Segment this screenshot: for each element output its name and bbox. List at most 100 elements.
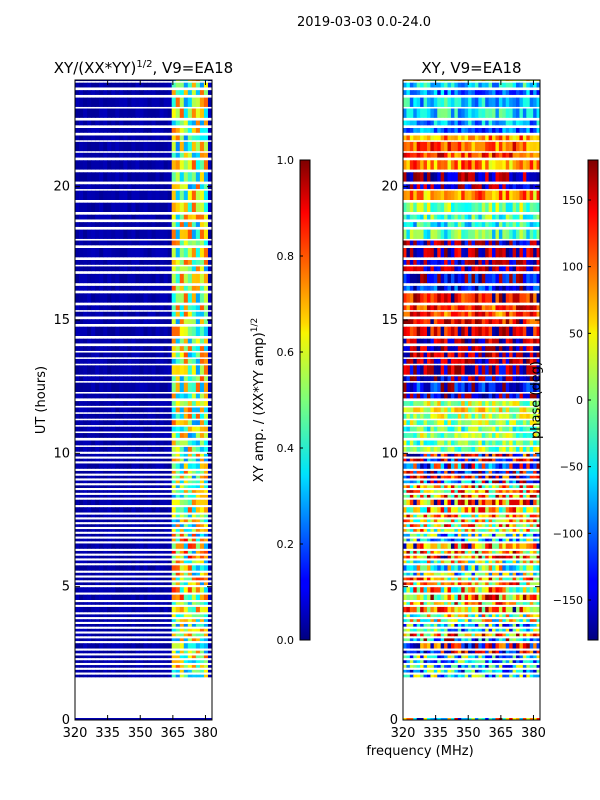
heatmap-cell [111, 382, 116, 392]
heatmap-cell [91, 293, 96, 303]
heatmap-cell [195, 660, 201, 663]
heatmap-cell [461, 624, 466, 627]
heatmap-cell [163, 638, 169, 642]
heatmap-cell [492, 606, 496, 613]
heatmap-cell [457, 519, 462, 523]
heatmap-cell [437, 633, 442, 637]
heatmap-cell [99, 120, 104, 126]
heatmap-cell [468, 529, 472, 532]
heatmap-cell [139, 453, 144, 457]
heatmap-cell [406, 587, 411, 593]
heatmap-cell [461, 519, 466, 523]
heatmap-cell [447, 643, 452, 649]
heatmap-cell [115, 565, 120, 571]
heatmap-cell [464, 628, 469, 632]
heatmap-cell [151, 108, 157, 118]
heatmap-cell [135, 602, 140, 605]
heatmap-cell [107, 543, 112, 549]
heatmap-cell [450, 514, 455, 518]
heatmap-cell [492, 507, 496, 513]
heatmap-cell [155, 538, 161, 542]
heatmap-cell [119, 311, 124, 317]
heatmap-cell [127, 490, 132, 493]
heatmap-cell [131, 420, 136, 426]
heatmap-cell [440, 470, 445, 474]
heatmap-cell [413, 543, 418, 549]
heatmap-cell [99, 260, 104, 265]
heatmap-cell [107, 266, 112, 272]
heatmap-cell [123, 214, 128, 220]
heatmap-cell [107, 184, 112, 190]
heatmap-cell [430, 674, 435, 678]
x-tick-label: 365 [160, 726, 185, 741]
heatmap-cell [203, 446, 209, 452]
heatmap-cell [155, 433, 161, 438]
heatmap-cell [409, 446, 414, 452]
heatmap-cell [191, 524, 197, 527]
heatmap-cell [119, 538, 124, 542]
heatmap-cell [416, 655, 421, 659]
heatmap-cell [167, 352, 173, 358]
heatmap-cell [183, 565, 189, 571]
heatmap-cell [207, 393, 212, 399]
heatmap-cell [440, 485, 445, 488]
heatmap-cell [444, 533, 449, 537]
heatmap-cell [416, 669, 421, 673]
heatmap-cell [195, 90, 201, 95]
heatmap-cell [468, 507, 472, 513]
heatmap-cell [175, 160, 181, 170]
heatmap-cell [151, 260, 157, 265]
heatmap-cell [163, 90, 169, 95]
heatmap-cell [95, 533, 100, 537]
heatmap-cell [207, 338, 212, 344]
heatmap-cell [115, 470, 120, 474]
heatmap-cell [526, 587, 531, 593]
heatmap-cell [454, 624, 459, 627]
heatmap-cell [131, 560, 136, 564]
heatmap-cell [79, 565, 84, 571]
heatmap-cell [430, 555, 435, 559]
heatmap-cell [536, 420, 540, 426]
heatmap-cell [457, 628, 462, 632]
heatmap-cell [516, 524, 520, 527]
heatmap-cell [135, 97, 140, 107]
heatmap-cell [433, 433, 438, 438]
heatmap-cell [135, 494, 140, 498]
heatmap-cell [403, 401, 407, 406]
heatmap-cell [115, 293, 120, 303]
heatmap-cell [488, 529, 493, 532]
heatmap-cell [468, 565, 472, 571]
heatmap-cell [522, 560, 527, 564]
heatmap-cell [127, 524, 132, 527]
heatmap-cell [179, 633, 185, 637]
heatmap-cell [143, 529, 149, 532]
heatmap-cell [183, 614, 189, 618]
heatmap-cell [447, 519, 452, 523]
heatmap-cell [95, 638, 100, 642]
heatmap-cell [471, 655, 476, 659]
heatmap-cell [474, 453, 479, 457]
heatmap-cell [426, 660, 431, 663]
heatmap-cell [163, 565, 169, 571]
heatmap-cell [526, 669, 531, 673]
heatmap-cell [103, 674, 108, 678]
heatmap-cell [481, 665, 486, 668]
heatmap-cell [420, 565, 425, 571]
heatmap-cell [495, 555, 500, 559]
heatmap-cell [175, 669, 181, 673]
heatmap-cell [87, 413, 92, 419]
heatmap-cell [505, 490, 510, 493]
heatmap-cell [406, 485, 411, 488]
heatmap-cell [163, 260, 169, 265]
heatmap-cell [207, 602, 212, 605]
heatmap-cell [522, 655, 527, 659]
heatmap-cell [516, 480, 520, 484]
heatmap-cell [99, 602, 104, 605]
heatmap-cell [409, 413, 414, 419]
heatmap-cell [111, 285, 116, 291]
heatmap-cell [111, 184, 116, 190]
heatmap-cell [123, 463, 128, 469]
heatmap-cell [437, 560, 442, 564]
heatmap-cell [167, 565, 173, 571]
heatmap-cell [127, 619, 132, 622]
